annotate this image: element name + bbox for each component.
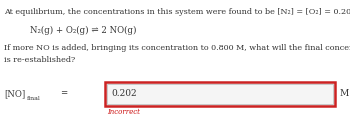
Text: final: final <box>27 96 41 100</box>
Text: Incorrect: Incorrect <box>107 108 140 116</box>
Text: =: = <box>60 90 67 98</box>
Text: N₂(g) + O₂(g) ⇌ 2 NO(g): N₂(g) + O₂(g) ⇌ 2 NO(g) <box>30 26 137 35</box>
FancyBboxPatch shape <box>105 82 335 106</box>
Text: At equilibrium, the concentrations in this system were found to be [N₂] = [O₂] =: At equilibrium, the concentrations in th… <box>4 8 350 16</box>
Text: 0.202: 0.202 <box>111 90 136 98</box>
FancyBboxPatch shape <box>107 84 333 104</box>
Text: is re-established?: is re-established? <box>4 56 75 64</box>
Text: M: M <box>339 90 348 98</box>
Text: [NO]: [NO] <box>4 90 25 98</box>
Text: If more NO is added, bringing its concentration to 0.800 M, what will the final : If more NO is added, bringing its concen… <box>4 44 350 52</box>
